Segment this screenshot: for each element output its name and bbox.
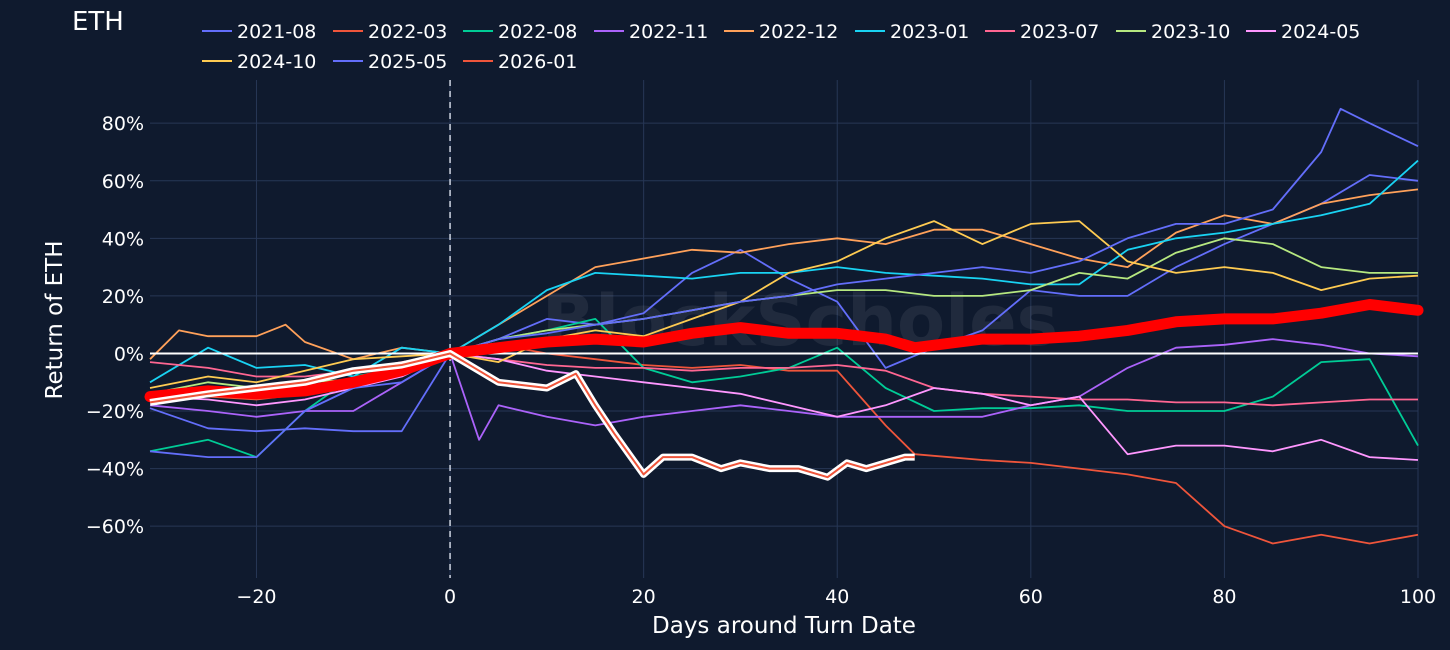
series-line-2022-11 <box>149 338 1419 441</box>
legend-item-2021-08[interactable]: 2021-08 <box>202 21 316 43</box>
x-axis-label: Days around Turn Date <box>652 613 916 639</box>
chart-title: ETH <box>72 7 124 37</box>
series-line-2025-05 <box>149 107 1419 459</box>
y-tick-label: 80% <box>102 113 144 135</box>
y-tick-label: 0% <box>114 343 144 365</box>
y-tick-label: 40% <box>102 228 144 250</box>
legend-label: 2026-01 <box>498 51 577 73</box>
legend-item-2022-11[interactable]: 2022-11 <box>594 21 708 43</box>
series-line-2026-01 <box>149 352 915 479</box>
x-tick-label: −20 <box>236 586 276 608</box>
y-tick-label: 20% <box>102 286 144 308</box>
legend-label: 2022-08 <box>498 21 577 43</box>
legend-label: 2022-11 <box>629 21 708 43</box>
legend-item-2023-10[interactable]: 2023-10 <box>1116 21 1230 43</box>
legend-item-2026-01[interactable]: 2026-01 <box>463 51 577 73</box>
series-line-2024-05 <box>149 352 1419 461</box>
legend-label: 2023-01 <box>890 21 969 43</box>
y-tick-label: −60% <box>86 516 144 538</box>
legend-label: 2022-12 <box>759 21 838 43</box>
y-axis-label: Return of ETH <box>42 241 68 400</box>
legend-label: 2024-05 <box>1281 21 1360 43</box>
series-line-2024-10 <box>149 220 1419 389</box>
series-layer <box>144 80 1424 578</box>
legend-item-2023-01[interactable]: 2023-01 <box>855 21 969 43</box>
legend-item-2022-08[interactable]: 2022-08 <box>463 21 577 43</box>
y-tick-label: −40% <box>86 459 144 481</box>
legend-label: 2025-05 <box>368 51 447 73</box>
average-line <box>144 299 1424 403</box>
x-tick-label: 60 <box>1019 586 1043 608</box>
legend-item-2024-05[interactable]: 2024-05 <box>1246 21 1360 43</box>
legend-label: 2021-08 <box>237 21 316 43</box>
legend-item-2022-12[interactable]: 2022-12 <box>724 21 838 43</box>
x-tick-label: 20 <box>632 586 656 608</box>
legend-label: 2022-03 <box>368 21 447 43</box>
series-line-2021-08 <box>149 174 1419 433</box>
x-tick-label: 80 <box>1212 586 1236 608</box>
legend-item-2024-10[interactable]: 2024-10 <box>202 51 316 73</box>
axis-ticks: −20 0 20 40 60 80 100 80% 60% 40% 20% 0% −20% −40% −60… <box>86 113 1436 608</box>
x-tick-label: 0 <box>444 586 456 608</box>
y-tick-label: 60% <box>102 171 144 193</box>
legend-item-2023-07[interactable]: 2023-07 <box>985 21 1099 43</box>
x-tick-label: 100 <box>1400 586 1436 608</box>
legend-label: 2023-10 <box>1151 21 1230 43</box>
legend-label: 2023-07 <box>1020 21 1099 43</box>
series-line-2022-12 <box>149 188 1419 361</box>
legend-label: 2024-10 <box>237 51 316 73</box>
y-tick-label: −20% <box>86 401 144 423</box>
legend[interactable]: 2021-08 2022-03 2022-08 2022-11 2022-12 2023-… <box>202 21 1360 73</box>
x-tick-label: 40 <box>825 586 849 608</box>
legend-item-2025-05[interactable]: 2025-05 <box>333 51 447 73</box>
legend-item-2022-03[interactable]: 2022-03 <box>333 21 447 43</box>
